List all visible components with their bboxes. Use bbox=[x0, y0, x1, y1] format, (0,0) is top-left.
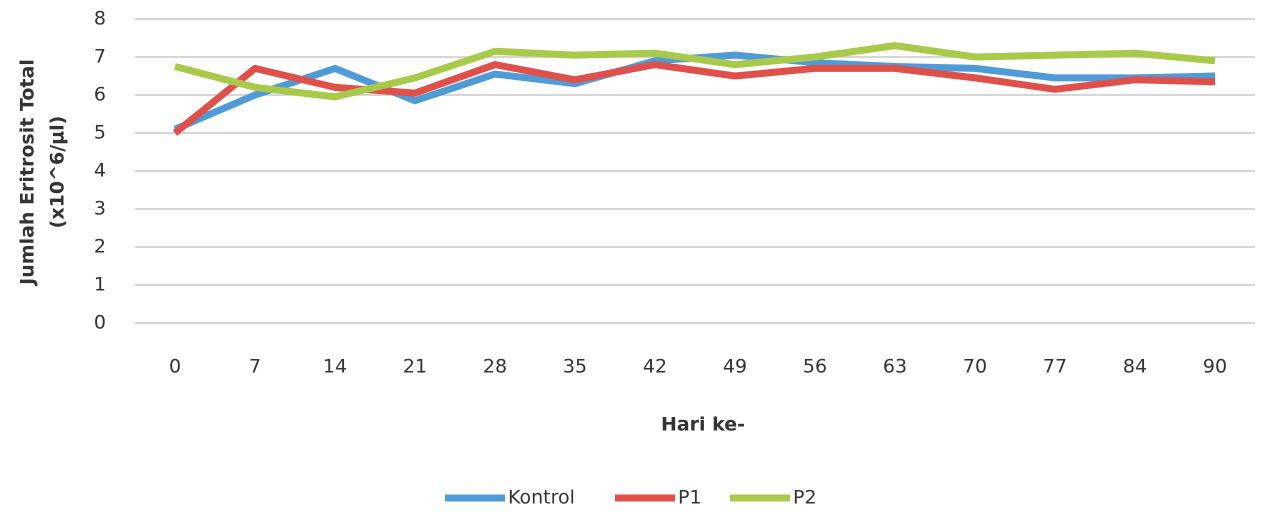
x-tick-label: 14 bbox=[323, 356, 347, 378]
x-tick-label: 7 bbox=[249, 356, 261, 378]
y-tick-label: 0 bbox=[94, 312, 106, 334]
y-tick-label: 6 bbox=[94, 84, 106, 106]
x-tick-label: 56 bbox=[803, 356, 827, 378]
x-tick-label: 49 bbox=[723, 356, 747, 378]
series-line bbox=[174, 42, 1216, 101]
y-tick-label: 3 bbox=[94, 198, 106, 220]
legend-label: P2 bbox=[793, 487, 817, 509]
y-axis-title-line: (x10^6/µl) bbox=[47, 116, 69, 229]
x-tick-label: 84 bbox=[1123, 356, 1147, 378]
y-tick-label: 1 bbox=[94, 274, 106, 296]
x-tick-label: 21 bbox=[403, 356, 427, 378]
x-tick-label: 63 bbox=[883, 356, 907, 378]
y-tick-label: 5 bbox=[94, 122, 106, 144]
y-tick-label: 7 bbox=[94, 46, 106, 68]
x-axis-title: Hari ke- bbox=[661, 414, 745, 436]
series-line bbox=[172, 61, 1216, 136]
y-axis-title-line: Jumlah Eritrosit Total bbox=[17, 59, 39, 287]
y-tick-label: 4 bbox=[94, 160, 106, 182]
y-tick-label: 2 bbox=[94, 236, 106, 258]
x-tick-label: 42 bbox=[643, 356, 667, 378]
x-tick-label: 90 bbox=[1203, 356, 1227, 378]
legend-label: Kontrol bbox=[508, 487, 575, 509]
y-axis-title: Jumlah Eritrosit Total (x10^6/µl) bbox=[17, 59, 69, 287]
x-tick-label: 77 bbox=[1043, 356, 1067, 378]
legend-label: P1 bbox=[678, 487, 702, 509]
x-tick-label: 35 bbox=[563, 356, 587, 378]
y-tick-label: 8 bbox=[94, 8, 106, 30]
x-tick-label: 28 bbox=[483, 356, 507, 378]
x-tick-label: 70 bbox=[963, 356, 987, 378]
x-tick-label: 0 bbox=[169, 356, 181, 378]
